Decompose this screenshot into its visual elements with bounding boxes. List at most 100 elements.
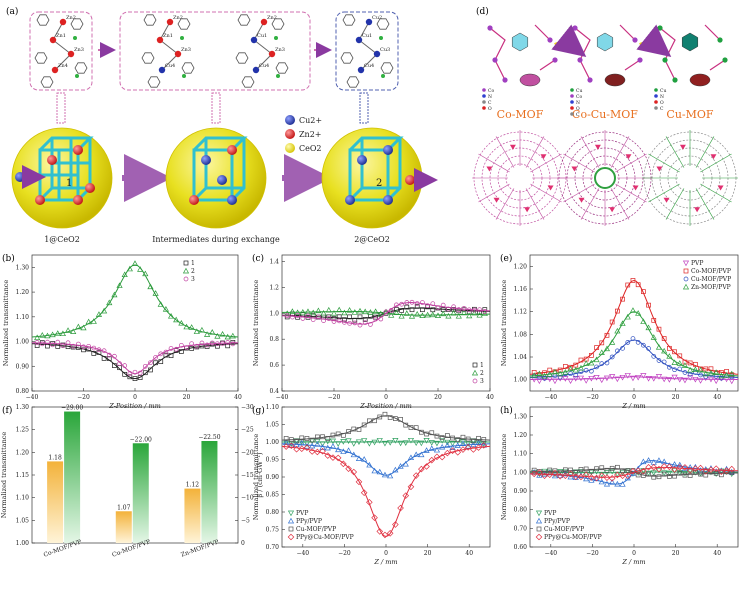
data-point: [381, 531, 389, 539]
atom-label: Cu4: [364, 63, 374, 69]
ytick-label: 1.00: [16, 339, 30, 346]
bar-transmittance-label: 1.18: [48, 454, 62, 461]
data-point: [398, 312, 405, 319]
data-point: [225, 340, 231, 345]
xtick-label: −40: [296, 550, 309, 557]
data-point: [372, 308, 379, 314]
data-point: [718, 372, 725, 379]
xtick-label: −20: [328, 394, 341, 401]
fit-line: [529, 466, 738, 478]
ylabel: Normalized transmittance: [252, 280, 260, 367]
data-point: [122, 371, 128, 377]
atom-label: Zn3: [275, 47, 285, 53]
data-point: [350, 468, 358, 476]
data-point: [472, 307, 477, 313]
legend-label: 1: [480, 362, 484, 369]
data-point: [615, 348, 620, 354]
data-point: [325, 306, 332, 313]
molecule-1: Zn2 Zn1 Zn3 Zn4: [34, 14, 88, 88]
data-point: [729, 374, 735, 380]
panel-d: (d) Co-MOF Co-Cu-MOF Cu-MOF CoNCOCuCoNOC…: [472, 6, 738, 226]
data-point: [681, 470, 689, 477]
legend-label: 1: [191, 260, 195, 267]
data-point: [173, 348, 179, 353]
data-point: [352, 317, 358, 323]
legend-marker: [182, 267, 190, 274]
net-spoke: [530, 153, 562, 173]
data-point: [289, 437, 294, 442]
data-point: [583, 475, 590, 482]
ytick-label: 0.80: [514, 507, 528, 514]
data-point: [361, 456, 368, 462]
atom-label: Zn4: [58, 63, 68, 69]
series-zn-mof-pvp: [529, 307, 739, 379]
ylabel-left: Normalized transmittance: [0, 432, 8, 519]
data-point: [449, 447, 456, 455]
data-point: [702, 467, 710, 475]
zn-atom: [260, 18, 268, 26]
data-point: [305, 313, 311, 319]
data-point: [179, 349, 184, 354]
ytick-right-label: −10: [241, 495, 254, 502]
data-point: [335, 431, 341, 437]
cu-atom: [250, 36, 258, 44]
series-ppy-cu-mof-pvp: [529, 463, 738, 482]
legend-marker: [287, 517, 295, 524]
series-ppy-pvp: [281, 439, 491, 479]
data-point: [562, 470, 569, 477]
data-point: [404, 300, 410, 305]
data-point: [681, 377, 689, 384]
zn-atom: [51, 66, 59, 74]
data-point: [650, 334, 657, 340]
data-point: [444, 449, 451, 457]
ring: [40, 76, 54, 88]
data-point: [215, 341, 220, 347]
data-point: [671, 461, 678, 467]
data-point: [366, 498, 373, 506]
data-point: [434, 433, 440, 439]
data-point: [551, 472, 559, 479]
data-point: [645, 463, 652, 471]
data-point: [582, 471, 590, 479]
mof-arrow-1: [551, 24, 587, 57]
molecule-4: Cu2 Cu1 Cu3 Cu4: [340, 14, 394, 88]
bond-chain: [52, 21, 72, 71]
ylabel: Normalized transmittance: [252, 434, 260, 521]
mof-title-co: Co-MOF: [497, 108, 544, 121]
xtick-label: 40: [465, 550, 473, 557]
ring: [70, 18, 84, 30]
panel-a: (a) Zn2 Zn1 Zn3 Zn4 Zn2 Zn1 Zn3 Cu4 Zn2 Cu1 Zn3 Cu4…: [6, 6, 438, 244]
data-point: [413, 440, 420, 447]
data-point: [702, 370, 709, 377]
metal-atom: [662, 57, 668, 63]
data-point: [230, 341, 236, 347]
xlabel: Z / mm: [373, 558, 397, 566]
data-point: [475, 444, 482, 451]
key-label-c: C: [576, 112, 580, 118]
key-label-co: Co: [576, 94, 582, 100]
data-point: [687, 360, 693, 366]
xtick-label: 20: [672, 394, 680, 401]
data-point: [476, 435, 481, 441]
data-point: [450, 435, 455, 441]
chart-f: (f) 1.00 1.05 1.10 1.15 1.20 1.25 1.30 0 −5 −10 −15…: [0, 404, 264, 559]
metal-atom: [502, 77, 508, 83]
data-point: [562, 376, 569, 382]
key-label-n: N: [576, 100, 580, 106]
chart-h: (h) −40 −20 0 20 40 0.60 0.70 0.80 0.90 1.00 1.10 1.…: [500, 405, 739, 566]
data-point: [65, 340, 71, 346]
data-point: [402, 440, 409, 446]
data-point: [367, 418, 372, 424]
data-point: [589, 353, 594, 358]
legend-ceo2-ball: [285, 143, 295, 153]
net-spoke: [695, 136, 715, 168]
xtick-label: −20: [77, 394, 90, 401]
data-point: [682, 370, 688, 375]
data-point: [407, 454, 415, 461]
legend-marker: [535, 510, 543, 517]
data-point: [402, 460, 409, 467]
xlabel: Z / mm: [621, 402, 645, 410]
data-point: [288, 442, 295, 450]
